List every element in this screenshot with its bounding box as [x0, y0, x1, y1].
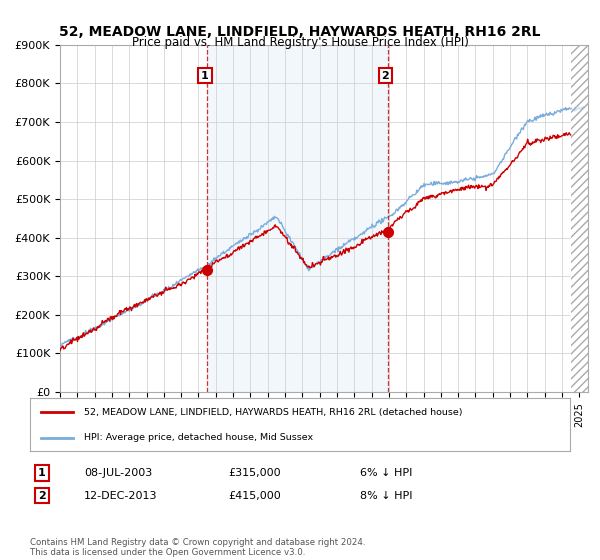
Text: £315,000: £315,000: [228, 468, 281, 478]
Text: 1: 1: [38, 468, 46, 478]
Text: 52, MEADOW LANE, LINDFIELD, HAYWARDS HEATH, RH16 2RL: 52, MEADOW LANE, LINDFIELD, HAYWARDS HEA…: [59, 25, 541, 39]
Text: £415,000: £415,000: [228, 491, 281, 501]
Text: 52, MEADOW LANE, LINDFIELD, HAYWARDS HEATH, RH16 2RL (detached house): 52, MEADOW LANE, LINDFIELD, HAYWARDS HEA…: [84, 408, 463, 417]
Text: 12-DEC-2013: 12-DEC-2013: [84, 491, 157, 501]
Text: 2: 2: [382, 71, 389, 81]
Bar: [208, 45, 388, 392]
Bar: [571, 45, 588, 392]
Text: Price paid vs. HM Land Registry's House Price Index (HPI): Price paid vs. HM Land Registry's House …: [131, 36, 469, 49]
Text: 6% ↓ HPI: 6% ↓ HPI: [360, 468, 412, 478]
Text: HPI: Average price, detached house, Mid Sussex: HPI: Average price, detached house, Mid …: [84, 433, 313, 442]
Text: 08-JUL-2003: 08-JUL-2003: [84, 468, 152, 478]
Text: 2: 2: [38, 491, 46, 501]
Text: Contains HM Land Registry data © Crown copyright and database right 2024.
This d: Contains HM Land Registry data © Crown c…: [30, 538, 365, 557]
Text: 8% ↓ HPI: 8% ↓ HPI: [360, 491, 413, 501]
Text: 1: 1: [201, 71, 209, 81]
